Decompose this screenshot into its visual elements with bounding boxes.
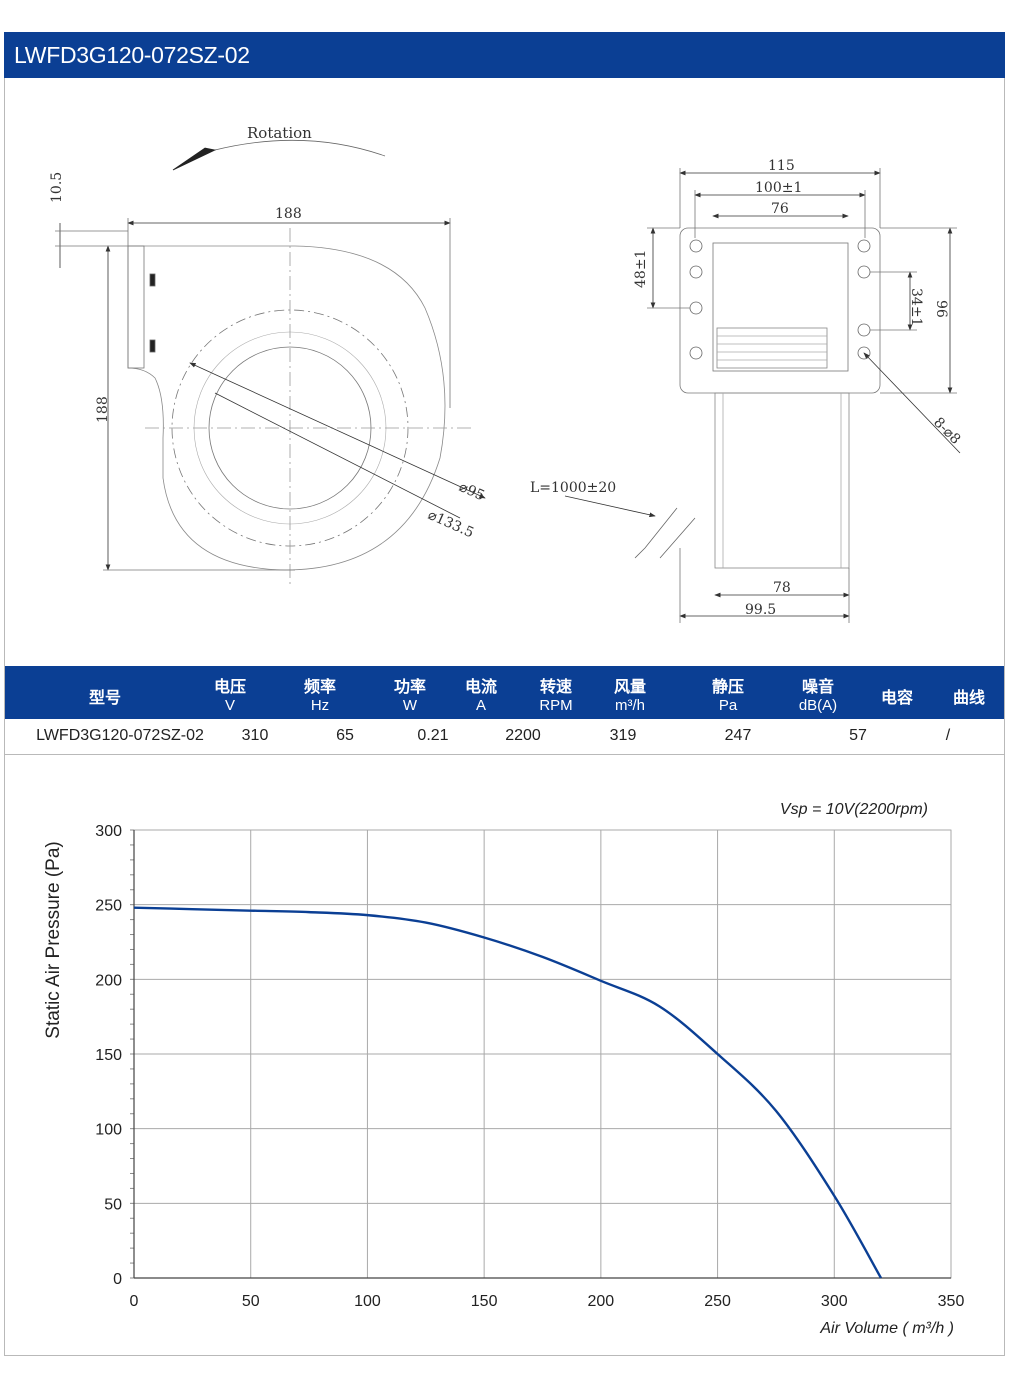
- cell-model: LWFD3G120-072SZ-02: [36, 727, 204, 744]
- x-tick-label: 50: [242, 1293, 260, 1310]
- x-tick-label: 250: [704, 1293, 731, 1310]
- dim-diameter-133-5: ⌀133.5: [425, 507, 476, 541]
- cell-noise: 57: [849, 727, 867, 744]
- y-tick-label: 300: [95, 823, 122, 840]
- rotation-label: Rotation: [247, 124, 312, 142]
- cell-frequency: 65: [336, 727, 354, 744]
- dim-99-5: 99.5: [745, 602, 776, 618]
- y-tick-label: 200: [95, 972, 122, 989]
- dim-cable: L=1000±20: [530, 480, 616, 496]
- y-tick-label: 250: [95, 898, 122, 915]
- x-tick-label: 200: [588, 1293, 615, 1310]
- dim-34: 34±1: [908, 288, 924, 326]
- dim-76: 76: [771, 201, 789, 217]
- dim-100: 100±1: [755, 180, 802, 196]
- series-line: [133, 906, 883, 1279]
- dim-48: 48±1: [633, 250, 649, 288]
- x-tick-label: 150: [471, 1293, 498, 1310]
- cell-curve: /: [945, 727, 951, 744]
- cell-airflow: 319: [609, 727, 637, 744]
- dimension-drawing: Rotation 188 10.5 188 ⌀95 ⌀133.5 115 100…: [49, 124, 963, 623]
- y-tick-label: 100: [95, 1122, 122, 1139]
- dim-115: 115: [768, 158, 795, 174]
- cell-power: 0.21: [417, 727, 449, 744]
- x-tick-label: 300: [821, 1293, 848, 1310]
- y-tick-label: 0: [113, 1271, 122, 1288]
- x-tick-label: 0: [130, 1293, 139, 1310]
- x-tick-label: 350: [938, 1293, 965, 1310]
- dim-diameter-95: ⌀95: [456, 479, 486, 504]
- y-axis-label: Static Air Pressure (Pa): [43, 841, 64, 1038]
- page-title: LWFD3G120-072SZ-02: [4, 32, 1005, 78]
- dim-188-side: 188: [95, 396, 111, 423]
- y-tick-label: 150: [95, 1047, 122, 1064]
- dim-10-5: 10.5: [49, 172, 65, 203]
- performance-chart: 0 50 100 150 200 250 300 350050100150200250300 …: [43, 801, 965, 1337]
- cell-voltage: 310: [241, 727, 269, 744]
- spec-table-row: LWFD3G120-072SZ-02 310 65 0.21 2200 319 …: [5, 719, 1004, 755]
- dim-78: 78: [773, 580, 791, 596]
- dim-188-top: 188: [275, 206, 302, 222]
- y-tick-label: 50: [104, 1196, 122, 1213]
- cell-pressure: 247: [724, 727, 752, 744]
- cell-speed: 2200: [505, 727, 541, 744]
- dim-holes: 8-⌀8: [930, 415, 963, 448]
- chart-annotation: Vsp = 10V(2200rpm): [780, 801, 928, 818]
- spec-table-header: 型号 电压 V 频率 Hz 功率 W 电流 A 转速 RPM 风量 m³/h 静压 Pa 噪音…: [5, 666, 1004, 719]
- x-tick-label: 100: [354, 1293, 381, 1310]
- dim-96: 96: [933, 300, 949, 318]
- x-axis-label: Air Volume ( m³/h ): [819, 1320, 954, 1337]
